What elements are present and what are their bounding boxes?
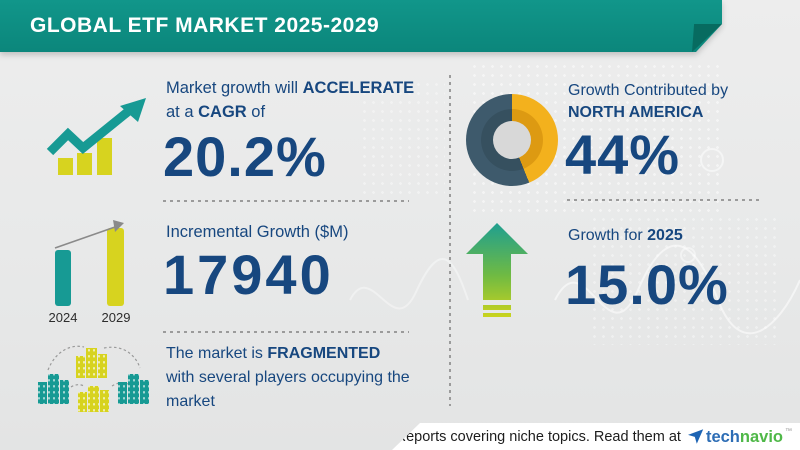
brand-part-tech: tech — [705, 427, 740, 446]
year-bars-graphic — [54, 220, 124, 306]
incremental-growth-value: 17940 — [163, 243, 334, 306]
up-arrow-icon — [466, 223, 528, 317]
divider — [449, 75, 451, 406]
year-bars-icon: 2024 2029 — [45, 218, 141, 325]
market-structure-label: The market is FRAGMENTED with several pl… — [166, 342, 410, 414]
divider — [163, 200, 409, 202]
cagr-value: 20.2% — [163, 125, 327, 188]
ribbon-fold — [692, 24, 722, 52]
cagr-label: Market growth will ACCELERATE at a CAGR … — [166, 76, 414, 124]
start-year-label: 2024 — [48, 310, 78, 325]
fragmented-market-icon — [38, 345, 149, 412]
yoy-text: Growth for — [568, 227, 648, 244]
title-banner: GLOBAL ETF MARKET 2025-2029 — [0, 0, 722, 52]
contribution-label: Growth Contributed by NORTH AMERICA — [568, 80, 728, 124]
donut-chart-icon — [466, 94, 558, 186]
page-title: GLOBAL ETF MARKET 2025-2029 — [30, 14, 380, 37]
end-year-label: 2029 — [101, 310, 131, 325]
contribution-value: 44% — [565, 123, 681, 186]
cagr-label-text2: at a — [166, 103, 199, 121]
cagr-label-bold2: CAGR — [198, 103, 247, 121]
structure-bold: FRAGMENTED — [267, 345, 381, 362]
yoy-growth-label: Growth for 2025 — [568, 224, 683, 248]
technavio-logo[interactable]: technavio ™ — [687, 427, 792, 446]
footer-message: Reports covering niche topics. Read them… — [395, 428, 681, 445]
incremental-growth-label: Incremental Growth ($M) — [166, 223, 349, 241]
cagr-label-bold1: ACCELERATE — [302, 79, 415, 97]
yoy-year: 2025 — [647, 227, 683, 244]
dot-grid-texture — [590, 215, 780, 345]
cagr-label-tail: of — [246, 103, 266, 121]
yoy-growth-value: 15.0% — [565, 253, 729, 316]
brand-wordmark: technavio — [706, 428, 783, 446]
donut-hole — [493, 121, 531, 159]
technavio-logo-icon — [687, 428, 704, 444]
footer-bar: 21000+ Reports covering niche topics. Re… — [392, 423, 800, 450]
growth-trend-icon — [46, 98, 146, 175]
cagr-label-text1: Market growth will — [166, 79, 303, 97]
trademark-symbol: ™ — [785, 427, 792, 435]
brand-part-navio: navio — [739, 427, 783, 446]
structure-line2: with several players occupying the — [166, 369, 410, 386]
dot-grid-texture — [360, 80, 445, 200]
contribution-region: NORTH AMERICA — [568, 104, 704, 121]
divider — [163, 331, 409, 333]
contribution-text: Growth Contributed by — [568, 82, 729, 99]
structure-line3: market — [166, 393, 215, 410]
divider — [567, 199, 760, 201]
structure-text1: The market is — [166, 345, 268, 362]
